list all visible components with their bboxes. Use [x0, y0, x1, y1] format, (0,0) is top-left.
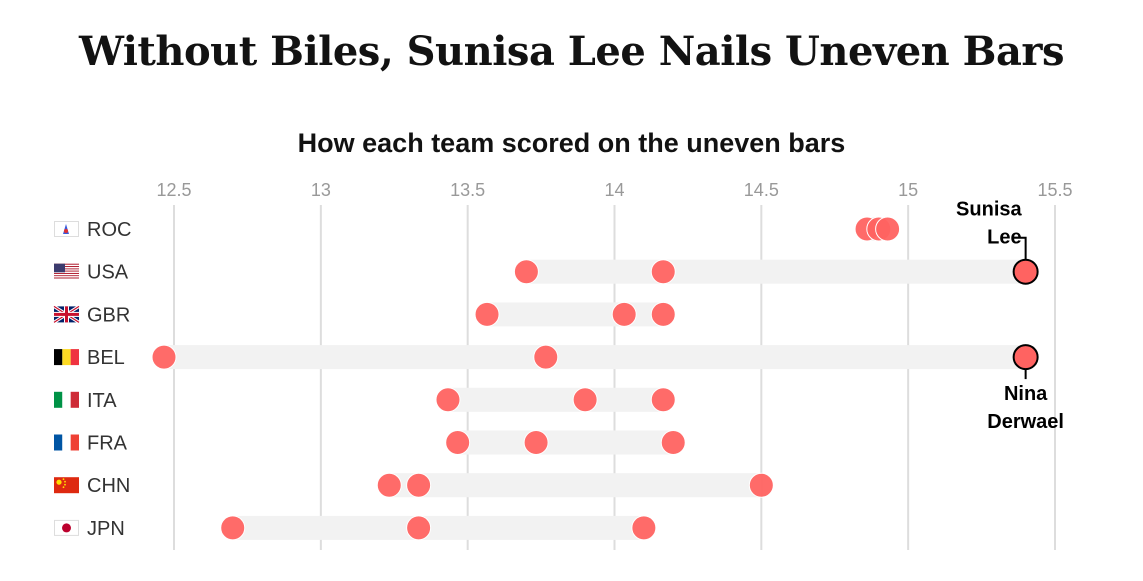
team-label: ITA — [87, 390, 117, 412]
fra-flag-icon — [54, 434, 79, 451]
score-dot — [572, 387, 598, 413]
score-range-band — [526, 259, 1026, 284]
team-label: FRA — [87, 433, 128, 455]
highlighted-score-dot — [1012, 258, 1039, 285]
gridlines — [173, 205, 1056, 550]
annotation-label: Nina — [1004, 383, 1048, 405]
score-dot — [406, 472, 432, 498]
x-axis-ticks: 12.5 13 13.5 14 14.5 15 15.5 — [156, 180, 1072, 200]
x-tick-label: 12.5 — [156, 180, 191, 200]
score-range-band — [457, 430, 674, 455]
score-dot — [650, 387, 676, 413]
annotation-label: Lee — [987, 227, 1021, 249]
score-dot — [650, 259, 676, 285]
annotation-leader-line — [1013, 236, 1027, 260]
score-dot — [650, 301, 676, 327]
score-dot — [660, 430, 686, 455]
team-label: JPN — [87, 518, 125, 540]
score-range-bands — [164, 217, 1026, 540]
roc-emblem-flag-icon — [54, 221, 79, 237]
annotation: Nina Derwael — [987, 369, 1064, 433]
team-label: CHN — [87, 475, 130, 497]
score-dot — [220, 515, 246, 541]
page-title: Without Biles, Sunisa Lee Nails Uneven B… — [79, 28, 1064, 75]
score-dot — [376, 472, 402, 498]
jpn-flag-icon — [54, 519, 79, 536]
score-dot — [513, 259, 539, 285]
score-dot — [611, 301, 637, 327]
score-dot — [875, 216, 901, 242]
annotations: Sunisa Lee Nina Derwael — [956, 199, 1064, 433]
score-range-band — [447, 387, 664, 412]
team-label: USA — [87, 262, 129, 284]
score-dot — [523, 430, 549, 455]
x-tick-label: 13 — [311, 180, 331, 200]
gbr-flag-icon — [53, 305, 80, 324]
score-dot — [406, 515, 432, 541]
annotation-label: Derwael — [987, 411, 1064, 433]
bel-flag-icon — [54, 349, 79, 366]
score-dot — [445, 430, 471, 455]
usa-flag-icon — [54, 263, 79, 280]
x-tick-label: 15 — [898, 180, 918, 200]
x-tick-label: 14 — [604, 180, 624, 200]
score-dot — [474, 301, 500, 327]
x-tick-label: 13.5 — [450, 180, 485, 200]
annotation: Sunisa Lee — [956, 199, 1027, 260]
score-dots — [151, 216, 1039, 541]
score-dot — [631, 515, 657, 541]
score-range-band — [232, 515, 644, 540]
chart-title: How each team scored on the uneven bars — [297, 128, 846, 158]
score-dot — [533, 344, 559, 370]
score-range-band — [389, 473, 762, 498]
score-range-band — [164, 345, 1026, 370]
annotation-label: Sunisa — [956, 199, 1022, 221]
x-tick-label: 14.5 — [744, 180, 779, 200]
x-tick-label: 15.5 — [1037, 180, 1072, 200]
team-label: BEL — [87, 347, 125, 369]
team-label: GBR — [87, 304, 130, 326]
score-dot — [151, 344, 177, 370]
score-dot — [748, 472, 774, 498]
team-labels: ROC USA GBR BEL ITA FRA CHN JPN — [53, 219, 131, 540]
highlighted-score-dot — [1012, 344, 1039, 371]
score-dot — [435, 387, 461, 413]
team-label: ROC — [87, 219, 131, 241]
score-range-band — [487, 302, 664, 327]
ita-flag-icon — [54, 391, 79, 408]
chn-flag-icon — [54, 477, 79, 494]
